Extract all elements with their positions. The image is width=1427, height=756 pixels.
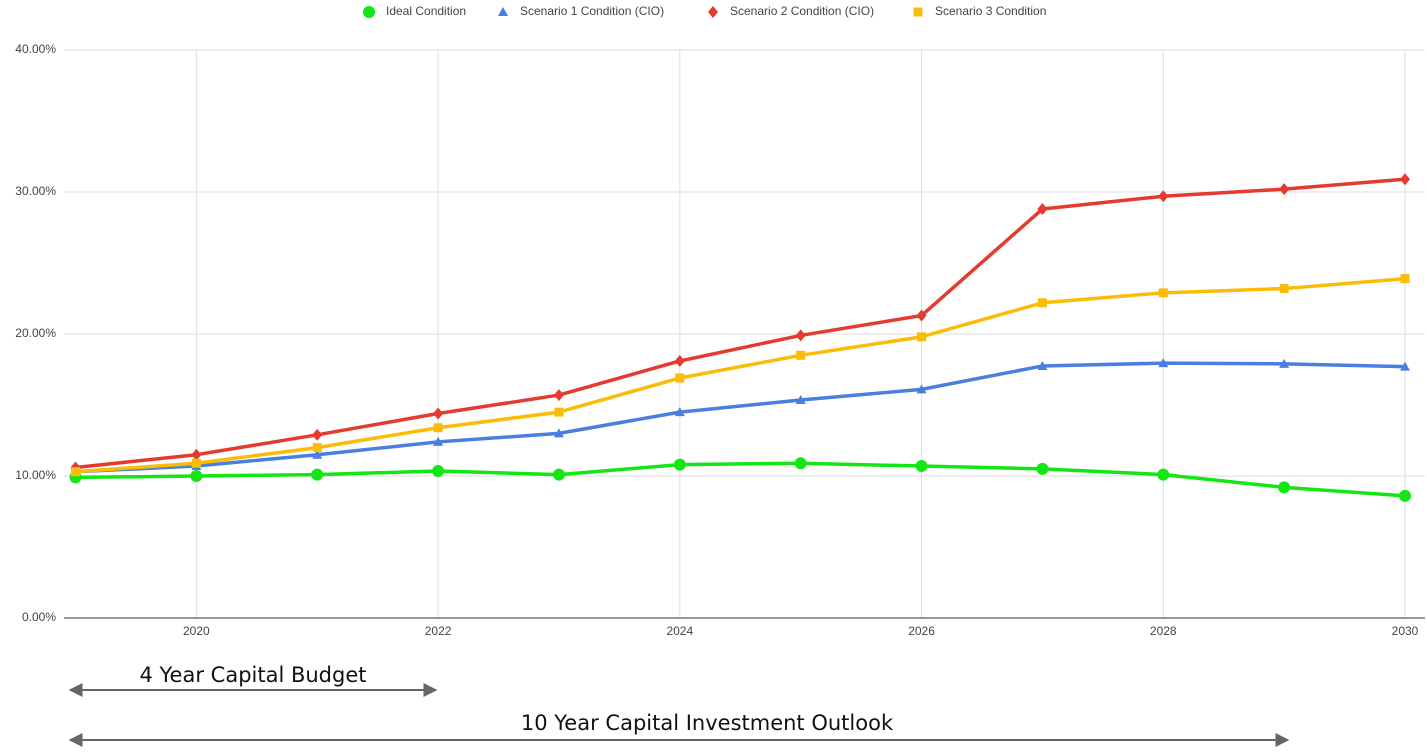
x-tick-label: 2028 (1150, 624, 1177, 638)
point (433, 436, 444, 446)
point (917, 332, 927, 342)
y-tick-label: 20.00% (15, 326, 56, 340)
point (1037, 203, 1048, 216)
point (674, 354, 685, 367)
x-tick-label: 2024 (666, 624, 693, 638)
point (1158, 190, 1169, 203)
point (1400, 274, 1410, 284)
point (795, 329, 806, 342)
x-tick-label: 2030 (1392, 624, 1419, 638)
y-tick-label: 10.00% (15, 468, 56, 482)
point (1157, 468, 1170, 481)
point (190, 470, 203, 482)
point (311, 468, 324, 481)
series-line (75, 361, 1406, 474)
x-tick-label: 2022 (425, 624, 452, 638)
series-line (75, 177, 1406, 470)
point (553, 428, 564, 438)
point (1158, 288, 1168, 298)
point (795, 395, 806, 405)
point (1279, 183, 1290, 196)
y-tick-label: 40.00% (15, 42, 56, 56)
point (1399, 489, 1411, 502)
point (1279, 284, 1289, 294)
series-line (75, 276, 1406, 474)
point (1037, 298, 1047, 308)
point (433, 407, 444, 420)
series-line (75, 461, 1406, 498)
point (1037, 360, 1048, 370)
x-tick-label: 2020 (183, 624, 210, 638)
point (191, 458, 201, 468)
point (916, 309, 927, 322)
point (915, 460, 928, 473)
legend-label: Ideal Condition (386, 4, 466, 18)
legend-marker (913, 7, 923, 17)
legend-label: Scenario 3 Condition (935, 4, 1046, 18)
point (312, 449, 323, 459)
legend-marker (498, 7, 508, 16)
point (433, 423, 443, 433)
point (1036, 462, 1049, 475)
point (673, 458, 686, 471)
point (554, 407, 564, 417)
legend-marker (708, 6, 718, 18)
point (674, 407, 685, 417)
annotation: 4 Year Capital Budget (139, 663, 366, 687)
point (1400, 173, 1410, 186)
x-tick-label: 2026 (908, 624, 935, 638)
point (1400, 361, 1410, 371)
point (796, 350, 806, 360)
legend-label: Scenario 2 Condition (CIO) (730, 4, 874, 18)
point (794, 457, 807, 470)
y-tick-label: 30.00% (15, 184, 56, 198)
point (312, 428, 323, 441)
point (432, 465, 445, 478)
point (71, 467, 80, 477)
point (552, 468, 565, 481)
y-tick-label: 0.00% (22, 610, 56, 624)
point (191, 448, 202, 461)
point (1279, 358, 1290, 368)
point (916, 384, 927, 394)
point (1278, 481, 1291, 494)
point (553, 389, 564, 402)
point (675, 373, 685, 383)
point (312, 443, 322, 453)
annotation: 10 Year Capital Investment Outlook (521, 711, 894, 735)
legend-label: Scenario 1 Condition (CIO) (520, 4, 664, 18)
point (1158, 358, 1169, 368)
legend-marker (363, 6, 375, 18)
